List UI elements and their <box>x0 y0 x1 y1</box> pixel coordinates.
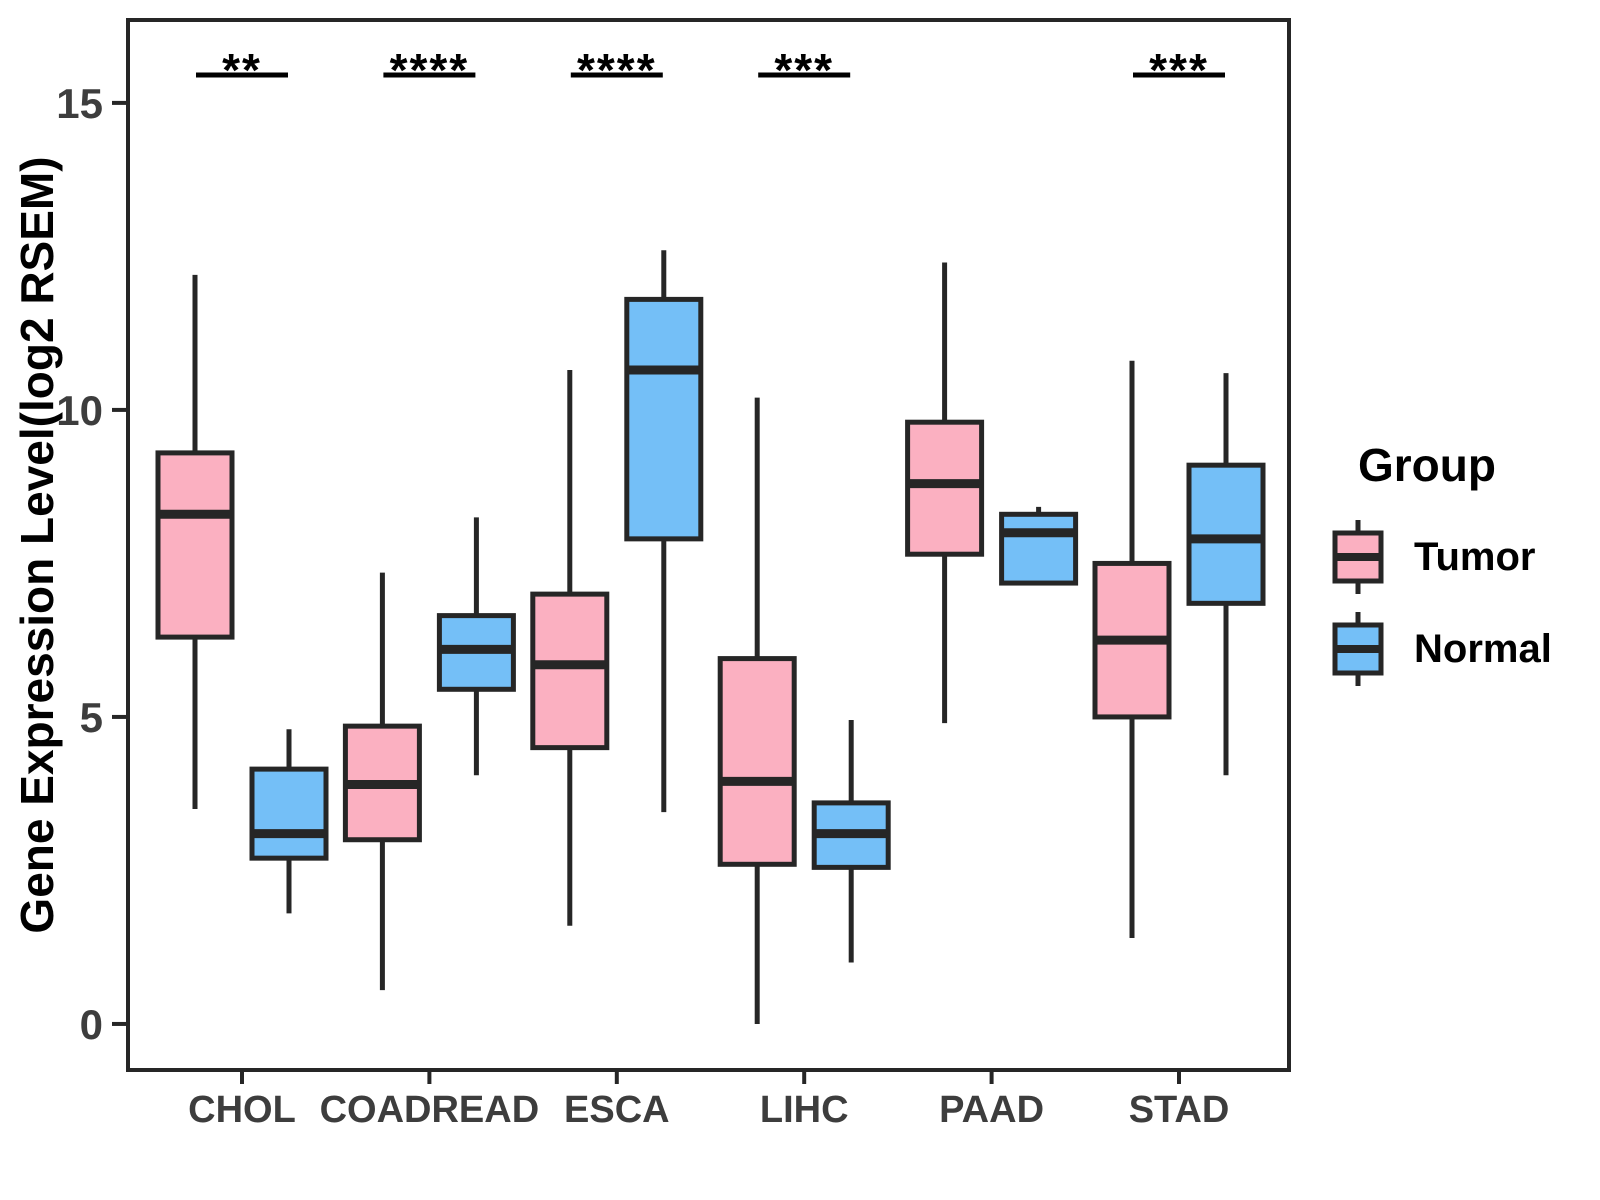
x-label-stad: STAD <box>1129 1089 1230 1131</box>
tumor-boxplot-swatch <box>1332 520 1384 594</box>
y-tick-label-5: 5 <box>80 694 103 741</box>
legend: Group Tumor Normal <box>1330 438 1552 702</box>
x-label-chol: CHOL <box>188 1089 296 1131</box>
box-normal-stad <box>1186 462 1266 606</box>
legend-label-normal: Normal <box>1414 626 1552 671</box>
box-tumor-chol <box>155 450 235 640</box>
significance-stars-esca: **** <box>577 44 657 96</box>
significance-stars-stad: *** <box>1149 44 1209 96</box>
box-normal-chol <box>249 766 329 861</box>
x-label-coadread: COADREAD <box>320 1089 540 1131</box>
x-label-lihc: LIHC <box>760 1089 849 1131</box>
legend-label-tumor: Tumor <box>1414 534 1536 579</box>
significance-stars-chol: ** <box>222 44 262 96</box>
legend-title: Group <box>1358 439 1496 491</box>
box-normal-esca <box>624 296 704 542</box>
significance-stars-coadread: **** <box>390 44 470 96</box>
box-tumor-esca <box>530 591 610 751</box>
x-label-paad: PAAD <box>939 1089 1044 1131</box>
legend-entry-normal: Normal <box>1330 610 1552 688</box>
y-tick-label-10: 10 <box>56 387 103 434</box>
legend-entry-tumor: Tumor <box>1330 518 1552 596</box>
x-label-esca: ESCA <box>564 1089 670 1131</box>
normal-boxplot-swatch <box>1332 612 1384 686</box>
box-normal-paad <box>999 511 1079 586</box>
y-tick-label-0: 0 <box>80 1001 103 1048</box>
significance-stars-lihc: *** <box>774 44 834 96</box>
box-tumor-lihc <box>717 656 797 867</box>
y-tick-label-15: 15 <box>56 80 103 127</box>
box-tumor-paad <box>905 419 985 557</box>
y-axis-title: Gene Expression Level(log2 RSEM) <box>11 156 63 934</box>
panel-border <box>126 18 1291 1072</box>
